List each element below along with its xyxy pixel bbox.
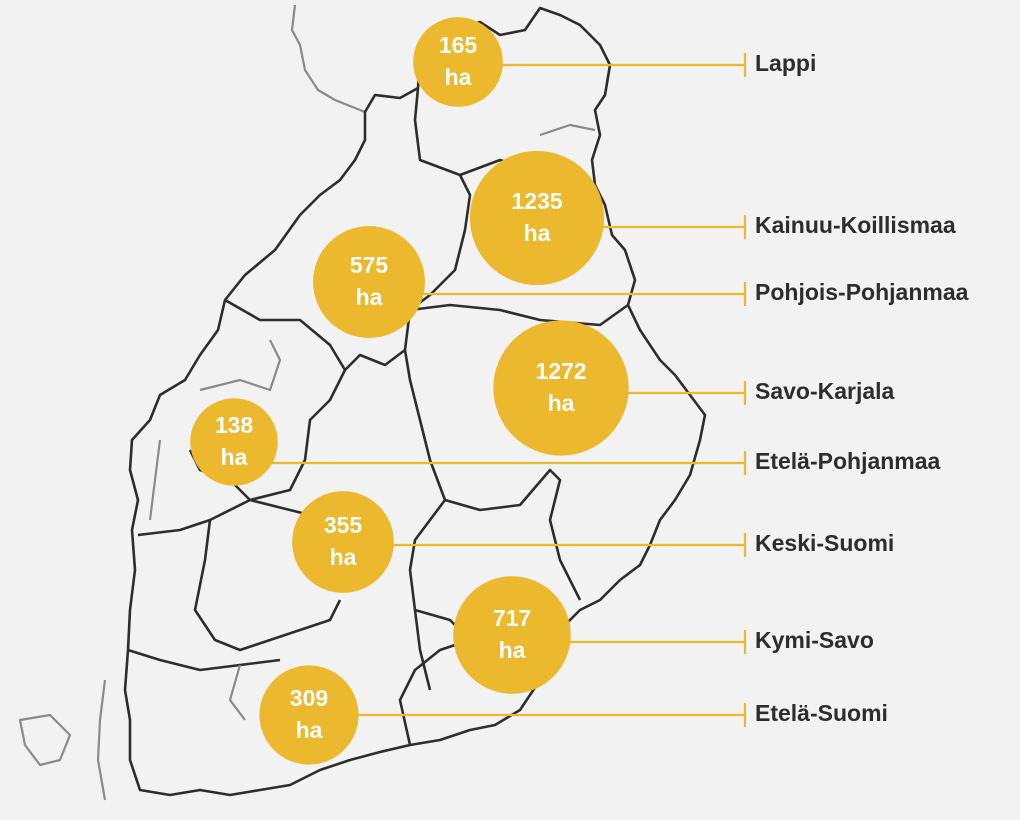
border-grey-5 — [18, 679, 107, 801]
bubble-unit: ha — [330, 544, 357, 570]
bubble-value: 355 — [324, 512, 363, 538]
value-bubble — [313, 226, 425, 338]
border-inner-3 — [409, 303, 629, 327]
bubble-unit: ha — [296, 717, 323, 743]
bubble-unit: ha — [548, 390, 575, 416]
bubble-unit: ha — [499, 637, 526, 663]
border-inner-10 — [398, 608, 472, 746]
value-bubble — [453, 576, 571, 694]
country-borders — [18, 4, 707, 801]
bubble-value: 309 — [290, 685, 328, 711]
border-grey-3 — [228, 664, 246, 721]
border-inner-1 — [403, 87, 472, 691]
bubble-value: 575 — [350, 252, 389, 278]
bubble-value: 717 — [493, 605, 531, 631]
value-bubble — [292, 491, 394, 593]
border-grey-2 — [148, 439, 162, 521]
bubble-unit: ha — [221, 444, 248, 470]
value-bubble — [259, 665, 359, 765]
region-label: Etelä-Suomi — [755, 700, 888, 726]
border-grey-1 — [199, 339, 282, 392]
bubble-value: 1272 — [535, 358, 586, 384]
region-label: Lappi — [755, 50, 816, 76]
region-label: Savo-Karjala — [755, 378, 895, 404]
border-inner-4 — [224, 298, 406, 372]
region-label: Etelä-Pohjanmaa — [755, 448, 941, 474]
border-inner-6 — [137, 498, 331, 537]
value-bubble — [469, 150, 605, 286]
region-label: Keski-Suomi — [755, 530, 894, 556]
region-label: Pohjois-Pohjanmaa — [755, 279, 969, 305]
border-grey-4 — [539, 123, 596, 137]
bubble-unit: ha — [524, 220, 551, 246]
value-bubble — [493, 320, 629, 456]
region-label: Kymi-Savo — [755, 627, 874, 653]
bubble-unit: ha — [445, 64, 472, 90]
border-inner-8 — [127, 648, 281, 672]
bubble-value: 138 — [215, 412, 254, 438]
region-label: Kainuu-Koillismaa — [755, 212, 956, 238]
value-bubble — [190, 398, 278, 486]
bubble-value: 165 — [439, 32, 478, 58]
border-sweden — [290, 4, 366, 114]
border-inner-7 — [193, 519, 342, 652]
value-bubble — [413, 17, 503, 107]
bubble-unit: ha — [356, 284, 383, 310]
border-inner-9 — [444, 468, 582, 601]
bubble-value: 1235 — [511, 188, 562, 214]
